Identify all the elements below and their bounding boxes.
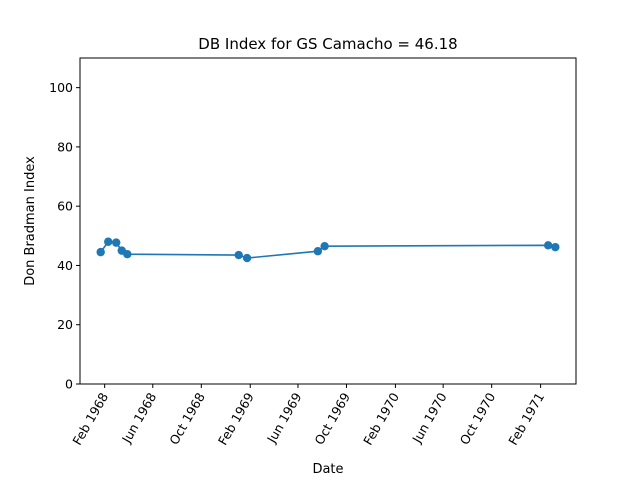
y-axis-label: Don Bradman Index [23, 156, 38, 286]
y-tick-label: 0 [65, 377, 73, 392]
data-point [242, 253, 252, 263]
x-tick-label: Oct 1970 [457, 390, 499, 447]
x-axis-label: Date [312, 462, 343, 477]
y-axis: 0 20 40 60 80 100 [49, 80, 80, 392]
x-tick-label: Oct 1969 [311, 390, 353, 447]
x-tick-label: Feb 1971 [505, 390, 547, 448]
x-tick-label: Oct 1968 [166, 390, 208, 447]
series-group [96, 237, 560, 263]
data-point [104, 237, 113, 246]
x-tick-label: Jun 1969 [263, 390, 304, 446]
x-tick-label: Feb 1969 [215, 390, 257, 448]
x-tick-label: Jun 1968 [118, 390, 159, 446]
data-point [320, 241, 329, 251]
x-axis: Feb 1968 Jun 1968 Oct 1968 Feb 1969 Jun 1969… [69, 384, 547, 448]
plot-frame [79, 57, 577, 385]
data-point [123, 249, 132, 259]
y-tick-label: 100 [49, 80, 73, 95]
chart-title: DB Index for GS Camacho = 46.18 [198, 35, 457, 53]
x-tick-label: Jun 1970 [409, 390, 450, 446]
x-tick-label: Feb 1970 [360, 390, 402, 448]
y-tick-label: 40 [57, 258, 73, 273]
data-point [543, 241, 553, 250]
y-tick-label: 60 [57, 199, 73, 214]
data-point [551, 242, 560, 252]
data-point [234, 250, 243, 260]
x-tick-label: Feb 1968 [69, 390, 111, 448]
data-point [111, 238, 121, 247]
data-point [313, 247, 323, 256]
y-tick-label: 20 [57, 317, 73, 332]
y-tick-label: 80 [57, 139, 73, 154]
data-point [96, 247, 105, 257]
